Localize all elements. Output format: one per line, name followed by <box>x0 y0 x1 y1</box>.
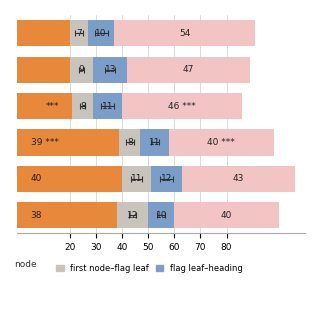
Text: 8: 8 <box>127 138 133 147</box>
Bar <box>127 57 250 83</box>
Text: 12: 12 <box>127 211 138 220</box>
Text: node: node <box>15 260 37 269</box>
Bar <box>70 57 93 83</box>
Bar <box>182 166 294 192</box>
Text: 38: 38 <box>30 211 42 220</box>
Bar <box>93 57 127 83</box>
Bar <box>117 202 148 228</box>
Legend: first node–flag leaf, flag leaf–heading: first node–flag leaf, flag leaf–heading <box>56 264 243 273</box>
Bar <box>18 20 70 46</box>
Bar <box>174 202 279 228</box>
Text: 40: 40 <box>221 211 232 220</box>
Bar <box>122 166 151 192</box>
Bar <box>148 202 174 228</box>
Text: 8: 8 <box>80 101 86 110</box>
Text: 10: 10 <box>95 29 107 38</box>
Text: 10: 10 <box>156 211 167 220</box>
Text: 40 ***: 40 *** <box>207 138 235 147</box>
Bar <box>70 20 88 46</box>
Bar <box>88 20 114 46</box>
Text: 39 ***: 39 *** <box>30 138 59 147</box>
Text: 7: 7 <box>76 29 82 38</box>
Text: 13: 13 <box>105 65 116 74</box>
Bar <box>18 202 117 228</box>
Bar <box>119 129 140 156</box>
Bar <box>93 93 122 119</box>
Text: 40: 40 <box>30 174 42 183</box>
Bar <box>18 129 119 156</box>
Bar <box>140 129 169 156</box>
Bar <box>72 93 93 119</box>
Bar <box>18 166 122 192</box>
Text: 47: 47 <box>183 65 194 74</box>
Bar <box>18 93 72 119</box>
Text: 11: 11 <box>149 138 160 147</box>
Text: 46 ***: 46 *** <box>168 101 196 110</box>
Text: 12: 12 <box>161 174 172 183</box>
Bar <box>18 57 70 83</box>
Bar <box>169 129 274 156</box>
Bar <box>151 166 182 192</box>
Bar <box>122 93 242 119</box>
Text: 43: 43 <box>233 174 244 183</box>
Text: 54: 54 <box>179 29 190 38</box>
Text: 11: 11 <box>131 174 142 183</box>
Text: ***: *** <box>46 101 60 110</box>
Text: 11: 11 <box>102 101 113 110</box>
Text: 9: 9 <box>79 65 84 74</box>
Bar <box>114 20 255 46</box>
